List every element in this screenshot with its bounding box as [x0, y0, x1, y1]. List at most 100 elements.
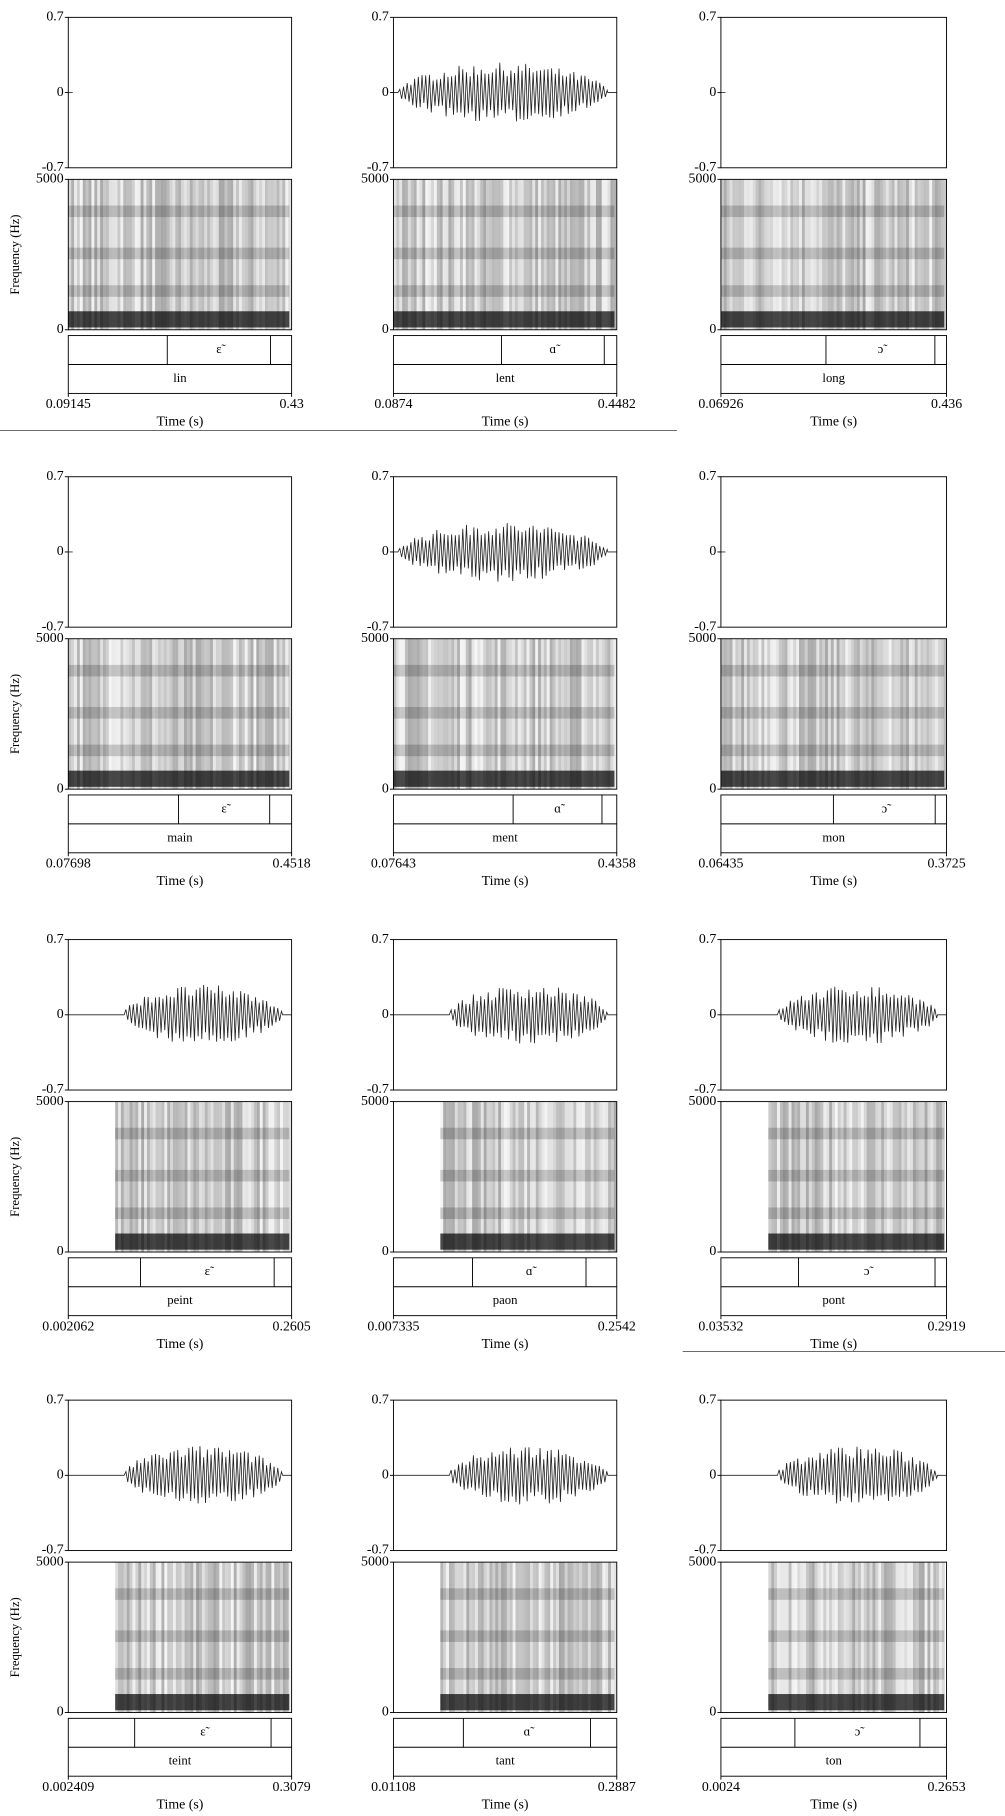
spectrogram-texture	[543, 638, 547, 790]
spectrogram-texture	[778, 638, 782, 790]
spectrogram-texture	[892, 1101, 896, 1253]
y-tick-label: 5000	[689, 1554, 717, 1569]
spectrogram-texture	[270, 179, 274, 330]
spectrogram-texture	[85, 179, 89, 330]
spectrogram-texture	[140, 179, 144, 330]
spectrogram-texture	[845, 179, 849, 330]
spectrogram-texture	[848, 179, 852, 330]
spectrogram-texture	[784, 638, 788, 790]
spectrogram-texture	[532, 1101, 536, 1253]
spectrogram-texture	[820, 1562, 824, 1713]
spectrogram-texture	[186, 179, 190, 330]
word-label: pont	[822, 1293, 845, 1307]
spectrogram-texture	[126, 179, 130, 330]
spectrogram-texture	[907, 1562, 911, 1713]
spectrogram-texture	[752, 638, 756, 790]
spectrogram-texture	[924, 1101, 928, 1253]
spectrogram-texture	[288, 179, 292, 330]
spectrogram-band	[440, 1127, 615, 1140]
spectrogram-texture	[564, 638, 568, 790]
spectrogram-texture	[454, 1101, 458, 1253]
spectrogram-texture	[934, 179, 938, 330]
spectrogram-texture	[108, 638, 112, 790]
spectrogram-texture	[241, 179, 245, 330]
spectrogram-texture	[503, 638, 507, 790]
x-tick-label: 0.2542	[598, 1319, 636, 1334]
spectrogram-texture	[123, 179, 127, 330]
spectrogram-texture	[801, 179, 805, 330]
spectrogram-texture	[466, 1562, 470, 1713]
spectrogram-texture	[908, 179, 912, 330]
x-tick-label: 0.07643	[371, 857, 416, 872]
spectrogram-texture	[599, 1101, 603, 1253]
spectrogram-texture	[225, 1101, 228, 1253]
spectrogram-texture	[428, 638, 432, 790]
spectrogram-texture	[187, 1562, 191, 1713]
spectrogram-band	[68, 205, 290, 218]
y-tick-label: 0	[382, 544, 389, 559]
spectrogram-texture	[425, 638, 429, 790]
spectrogram-texture	[579, 1562, 583, 1713]
spectrogram-texture	[94, 638, 98, 790]
spectrogram-texture	[218, 179, 222, 330]
spectrogram-texture	[869, 1101, 873, 1253]
spectrogram-texture	[940, 638, 944, 790]
spectrogram-texture	[158, 1101, 162, 1253]
spectrogram-texture	[518, 1562, 522, 1713]
spectrogram-texture	[146, 1562, 150, 1713]
spectrogram-texture	[492, 1101, 496, 1253]
x-axis-label: Time (s)	[156, 1797, 203, 1812]
spectrogram-texture	[460, 1562, 464, 1713]
x-axis-label: Time (s)	[156, 415, 203, 430]
spectrogram-frame	[720, 1101, 948, 1253]
spectrogram-band	[115, 1694, 290, 1711]
spectrogram-texture	[265, 1562, 269, 1713]
spectrogram-texture	[222, 1101, 226, 1253]
spectrogram-texture	[480, 638, 484, 790]
spectrogram-texture	[277, 1101, 281, 1253]
spectrogram-texture	[207, 1101, 211, 1253]
spectrogram-texture	[891, 638, 895, 790]
spectrogram-texture	[451, 1562, 455, 1713]
spectrogram-texture	[509, 1101, 513, 1253]
spectrogram-texture	[827, 179, 831, 330]
spectrogram-texture	[195, 179, 199, 330]
spectrogram-texture	[163, 179, 167, 330]
spectrogram-texture	[413, 179, 417, 330]
spectrogram-texture	[906, 638, 909, 790]
spectrogram-texture	[575, 179, 579, 330]
spectrogram-texture	[837, 1562, 841, 1713]
spectrogram-texture	[189, 638, 193, 790]
spectrogram-texture	[771, 1562, 775, 1713]
spectrogram	[440, 1562, 617, 1713]
spectrogram-texture	[814, 1101, 818, 1253]
spectrogram-texture	[169, 638, 173, 790]
spectrogram-texture	[149, 1562, 153, 1713]
spectrogram-texture	[878, 1101, 882, 1253]
spectrogram-texture	[911, 638, 915, 790]
spectrogram-texture	[457, 1562, 461, 1713]
spectrogram-texture	[866, 1562, 870, 1713]
spectrogram-texture	[767, 179, 771, 330]
y-axis-label: Frequency (Hz)	[8, 1597, 22, 1677]
vowel-label: ɛ̃	[216, 342, 226, 356]
spectrogram-texture	[523, 179, 527, 330]
spectrogram-texture	[813, 638, 817, 790]
spectrogram-texture	[746, 179, 750, 330]
spectrogram-texture	[288, 1562, 292, 1713]
spectrogram-texture	[233, 1101, 237, 1253]
y-tick-label: 0.7	[371, 932, 388, 947]
waveform-trace	[720, 986, 947, 1044]
spectrogram-texture	[164, 1101, 168, 1253]
spectrogram-texture	[141, 1101, 145, 1253]
spectrogram-texture	[526, 638, 530, 790]
spectrogram-texture	[601, 179, 605, 330]
spectrogram-texture	[274, 1101, 278, 1253]
spectrogram-texture	[486, 638, 489, 790]
spectrogram	[68, 179, 292, 330]
spectrogram-texture	[399, 638, 403, 790]
spectrogram-texture	[265, 1101, 269, 1253]
spectrogram-texture	[259, 638, 263, 790]
spectrogram-texture	[572, 179, 576, 330]
